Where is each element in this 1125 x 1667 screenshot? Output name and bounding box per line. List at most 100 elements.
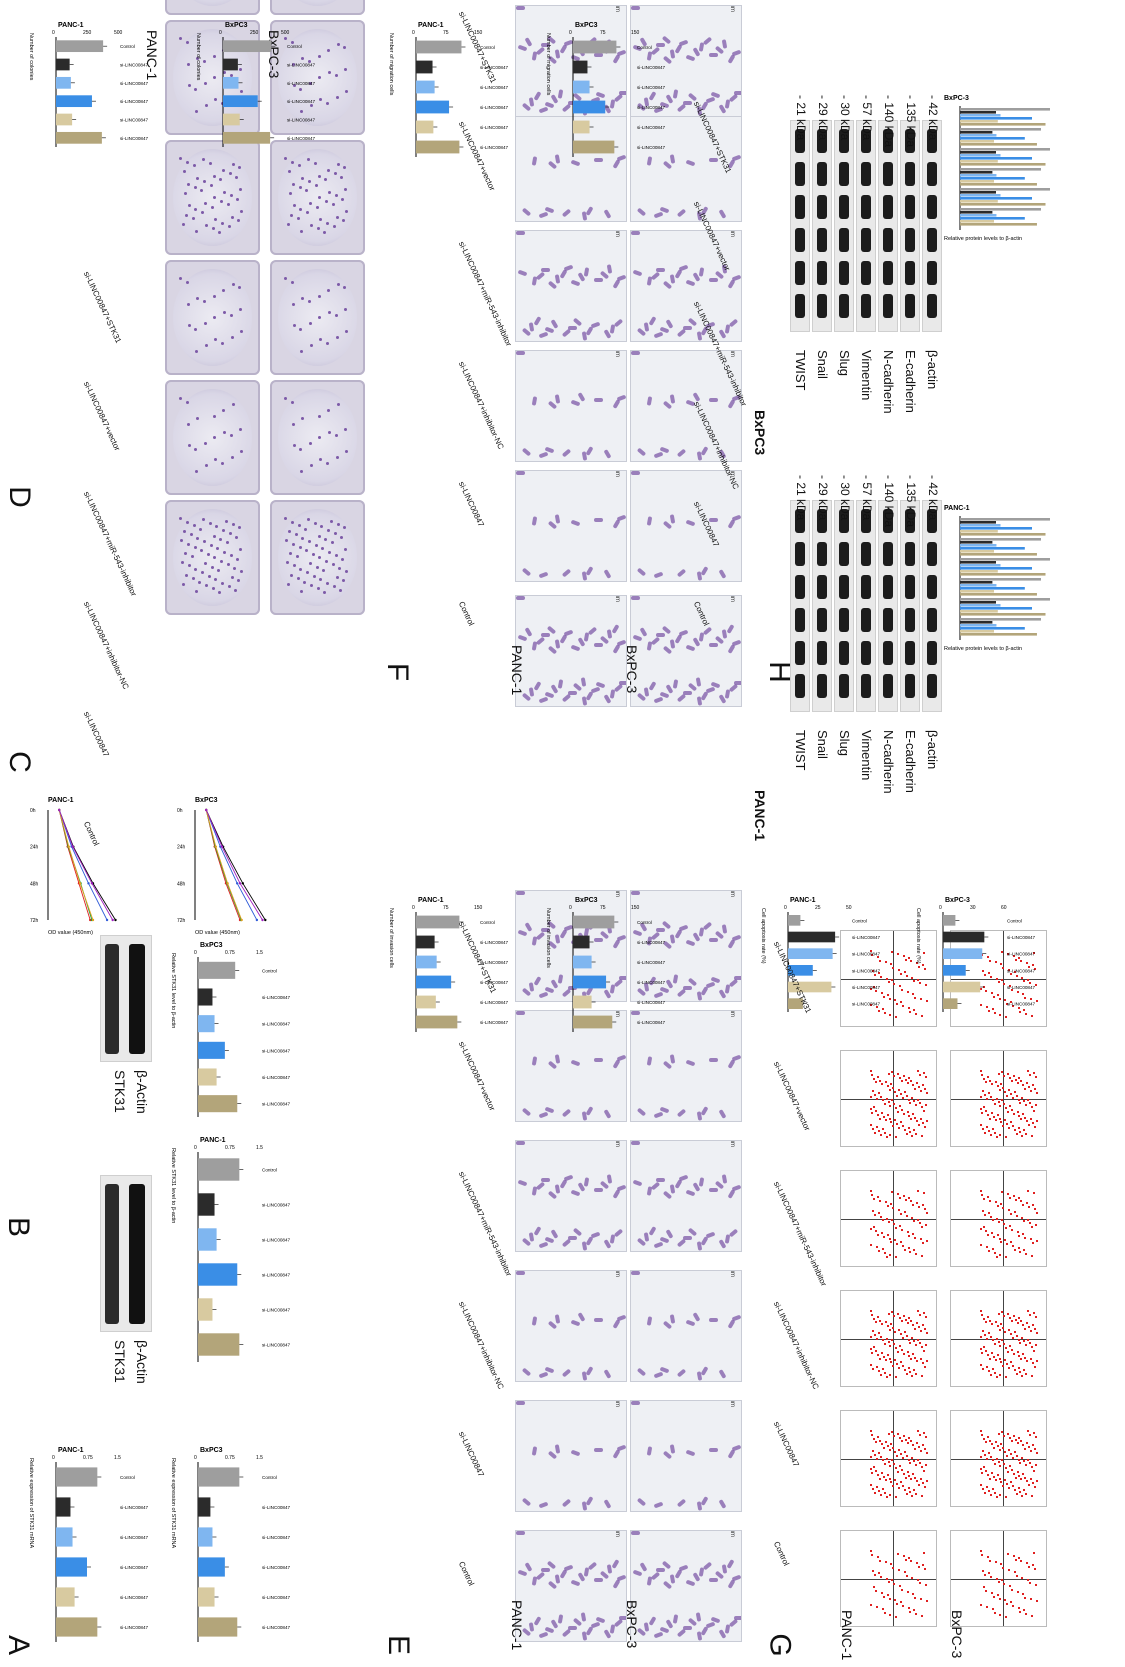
event-dot [988, 1009, 991, 1012]
event-dot [1011, 1605, 1014, 1608]
event-dot [869, 1348, 872, 1350]
cell [656, 633, 666, 638]
event-dot [917, 1458, 919, 1461]
event-dot [906, 1442, 909, 1445]
event-dot [1022, 1472, 1025, 1475]
cell [517, 1179, 528, 1187]
cell [541, 1568, 551, 1573]
group-label: si-LINC00847+inhibitor-NC [81, 600, 131, 691]
event-dot [1004, 999, 1007, 1002]
colony-dot [231, 283, 235, 286]
event-dot [893, 1223, 896, 1226]
colony-dot [344, 188, 348, 192]
event-dot [1024, 996, 1027, 999]
flow-cytometry-plot [950, 1290, 1047, 1387]
event-dot [889, 1013, 892, 1016]
colony-dot [213, 436, 217, 440]
event-dot [983, 1466, 986, 1469]
colony-dot [309, 463, 313, 467]
event-dot [911, 1456, 914, 1459]
event-dot [1035, 1480, 1038, 1483]
cell [631, 1531, 640, 1535]
cell [700, 1365, 709, 1376]
event-dot [888, 1449, 891, 1451]
band [795, 294, 805, 318]
event-dot [875, 1589, 878, 1592]
colony-dot [184, 191, 187, 195]
event-dot [1007, 952, 1010, 955]
event-dot [1029, 1449, 1032, 1452]
tick-label: 0 [412, 905, 415, 911]
event-dot [992, 1447, 995, 1450]
event-dot [1021, 1134, 1024, 1137]
event-dot [1032, 1431, 1035, 1434]
event-dot [880, 1111, 883, 1114]
colony-dot [284, 517, 288, 521]
event-dot [1005, 1495, 1008, 1498]
event-dot [1012, 1112, 1015, 1115]
tick-label: 0 [939, 905, 942, 911]
event-dot [1027, 1566, 1030, 1569]
event-dot [987, 1555, 990, 1558]
event-dot [1027, 1338, 1029, 1341]
cell [516, 6, 525, 10]
event-dot [890, 963, 893, 966]
event-dot [996, 1353, 999, 1356]
event-dot [1033, 1328, 1036, 1331]
event-dot [1005, 1107, 1008, 1110]
tick-label: 500 [281, 30, 290, 36]
plate [277, 29, 358, 126]
event-dot [917, 978, 919, 981]
bar [960, 558, 1050, 561]
event-dot [1028, 1433, 1031, 1436]
event-dot [881, 1219, 884, 1222]
event-dot [995, 1097, 998, 1100]
tick-label: 250 [250, 30, 259, 36]
band [817, 674, 827, 698]
colony-dot [300, 349, 304, 353]
event-dot [986, 1006, 989, 1009]
band [817, 129, 827, 153]
event-dot [884, 1359, 887, 1362]
tick-label: 24h [30, 845, 39, 851]
band [817, 162, 827, 186]
event-dot [996, 1445, 999, 1448]
cell [676, 1368, 687, 1378]
colony-dot [193, 546, 197, 549]
group-label: si-LINC00847+inhibitor-NC [771, 1300, 821, 1391]
cell [676, 693, 687, 703]
bar [56, 1587, 75, 1607]
event-dot [1027, 1206, 1030, 1209]
cell [656, 43, 666, 48]
bar [960, 197, 1032, 200]
event-dot [997, 1341, 1000, 1344]
event-dot [916, 1480, 919, 1483]
event-dot [1002, 1567, 1005, 1570]
bar [416, 995, 436, 1009]
event-dot [918, 982, 921, 985]
event-dot [1000, 1083, 1003, 1086]
event-dot [979, 1430, 982, 1432]
microscopy-image: 50 μm [515, 230, 627, 342]
colony-dot [343, 166, 347, 170]
event-dot [891, 1579, 894, 1582]
event-dot [988, 1249, 991, 1252]
category-label: si-LINC00847+inhibitor-NC [262, 1535, 290, 1540]
event-dot [1015, 974, 1018, 977]
cell [682, 1235, 692, 1240]
category-label: si-LINC00847+miR-543-inhibitor [287, 99, 315, 104]
colony-dot [239, 308, 243, 312]
bar [960, 220, 995, 223]
data-point [87, 882, 90, 885]
cell [734, 680, 741, 685]
event-dot [907, 1458, 910, 1461]
blot-cell-line: BxPC3 [752, 410, 768, 456]
data-point [235, 882, 239, 885]
colony-dot [308, 322, 312, 326]
cell [698, 1176, 705, 1187]
event-dot [883, 1491, 886, 1494]
tick-label: 1.5 [256, 950, 263, 956]
band [905, 542, 915, 566]
